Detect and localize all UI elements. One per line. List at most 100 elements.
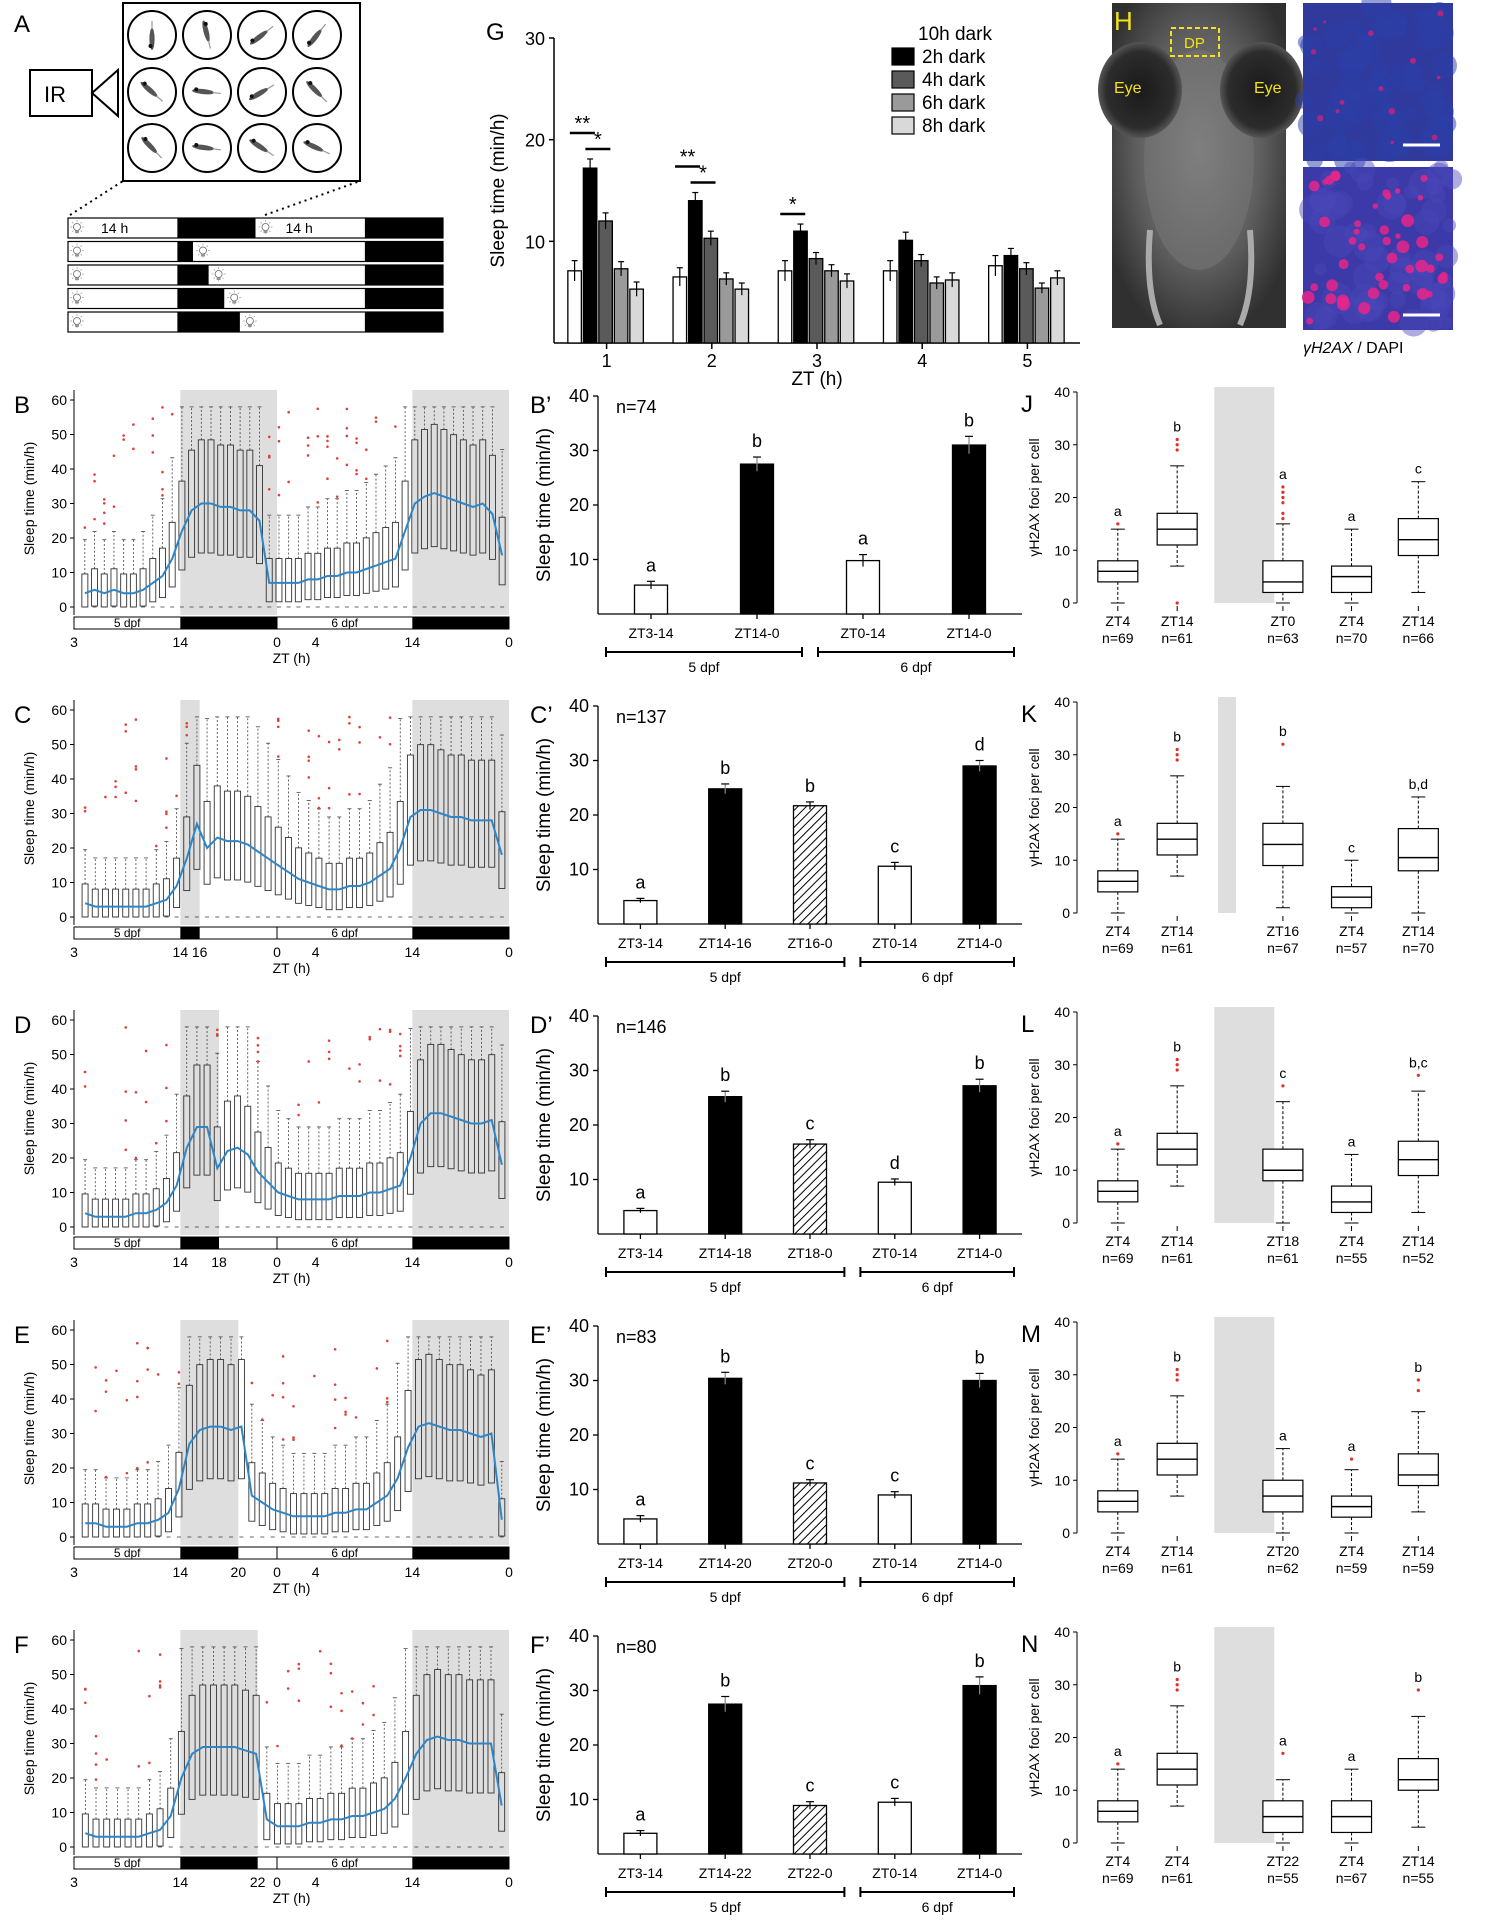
g-bar	[882, 270, 898, 344]
mean-trace-line	[84, 492, 504, 595]
sig-letter: b	[720, 1670, 730, 1690]
box	[152, 883, 160, 918]
ytick-label: 40	[1054, 384, 1070, 400]
dapi-blob	[1294, 92, 1312, 109]
xtick-label: ZT14	[1402, 1233, 1435, 1249]
dp-label: DP	[1184, 35, 1205, 52]
light-on-icon-2	[242, 314, 257, 328]
dapi-blob	[1361, 0, 1392, 19]
ytick-label: 60	[51, 392, 67, 408]
sig-letter: b	[1173, 728, 1181, 744]
outlier	[388, 1083, 392, 1086]
outlier	[326, 445, 329, 448]
outlier	[124, 791, 128, 795]
larva-icon-11	[303, 140, 330, 155]
ytick-label: 50	[51, 1357, 67, 1373]
trace-boxplot	[325, 1039, 333, 1228]
outlier	[372, 1713, 375, 1717]
foci-dot	[1310, 49, 1317, 55]
outlier	[398, 1054, 402, 1058]
bulb-ray	[244, 324, 247, 327]
larva-body	[249, 87, 269, 101]
outlier	[292, 1438, 295, 1442]
box	[252, 1694, 260, 1800]
ytick-label: 20	[569, 1425, 589, 1445]
outlier	[394, 425, 397, 428]
trace-boxplot	[315, 1101, 323, 1228]
foci-dot	[1416, 235, 1429, 249]
outlier	[158, 1653, 162, 1656]
g-bar	[1003, 254, 1019, 344]
bulb-ray	[253, 324, 256, 327]
outlier	[297, 1699, 301, 1703]
box	[356, 1167, 364, 1219]
outlier	[317, 806, 321, 810]
outlier	[297, 1667, 301, 1670]
outlier	[329, 1671, 333, 1675]
outlier	[256, 1060, 260, 1063]
xtick-label: ZT4	[1105, 1543, 1130, 1559]
xtick-label: ZT4	[1339, 923, 1364, 939]
outlier	[337, 738, 341, 742]
iqr-box	[1330, 565, 1373, 594]
sig-letter: b	[805, 776, 815, 796]
box	[335, 1167, 343, 1219]
trace-boxplot	[321, 1452, 329, 1538]
trace-boxplot	[498, 1461, 506, 1538]
larva-eye	[249, 94, 254, 99]
box	[227, 1364, 235, 1482]
panel-cp-bars: C’ 10 20 30 40 Sleep time (min/h) n=137 a ZT3-14…	[530, 696, 1022, 985]
ytick-label: 20	[51, 1770, 67, 1786]
dapi-blob	[1421, 198, 1447, 224]
dark-period-1	[177, 265, 209, 285]
iqr-box	[1397, 517, 1439, 557]
outlier	[124, 1119, 128, 1122]
outlier	[378, 1079, 382, 1082]
box	[348, 1787, 356, 1839]
bar	[739, 463, 775, 615]
trace-boxplot	[265, 435, 273, 608]
g-legend-swatch	[891, 116, 915, 135]
xtick-label: ZT0-14	[872, 935, 917, 951]
eye-right-label: Eye	[1254, 80, 1282, 97]
dapi-blob	[1349, 157, 1376, 184]
xtick-label: ZT3-14	[618, 1865, 663, 1881]
trace-boxplot	[234, 1026, 242, 1228]
outlier	[125, 1471, 129, 1475]
g-legend-title: 10h dark	[918, 24, 992, 45]
panel-fp-bars: F’ 10 20 30 40 Sleep time (min/h) n=80 a ZT3-14 b…	[530, 1626, 1022, 1915]
outlier	[1175, 437, 1179, 442]
outlier	[355, 437, 358, 440]
larva-icon-2	[250, 25, 274, 45]
dapi-blob	[1307, 59, 1323, 75]
box	[284, 1167, 292, 1219]
g-xtick-label: 5	[1022, 351, 1032, 371]
night-block	[412, 1237, 509, 1249]
xtick-label: ZT20-0	[787, 1555, 832, 1571]
xlabel: ZT (h)	[273, 1890, 311, 1906]
n-label: n=74	[616, 397, 657, 417]
larva-icon-5	[192, 87, 221, 95]
box	[285, 558, 293, 603]
outlier	[250, 1381, 254, 1385]
n-label: n=66	[1403, 630, 1435, 646]
g-significance-label: *	[699, 163, 707, 185]
ir-camera-lens-icon	[90, 67, 119, 119]
g-ytick-label: 20	[525, 131, 545, 151]
xtick-label: ZT16-0	[787, 935, 832, 951]
g-bar	[913, 259, 929, 344]
outlier	[134, 765, 138, 768]
outlier	[124, 1026, 128, 1029]
outlier	[398, 1032, 402, 1036]
ytick-label: 20	[569, 1115, 589, 1135]
box	[217, 444, 225, 556]
night-block	[180, 617, 277, 629]
outlier	[364, 448, 368, 452]
trace-boxplot	[110, 454, 118, 608]
box	[457, 1054, 465, 1172]
trace-boxplot	[152, 1141, 160, 1228]
outlier	[340, 1744, 343, 1747]
